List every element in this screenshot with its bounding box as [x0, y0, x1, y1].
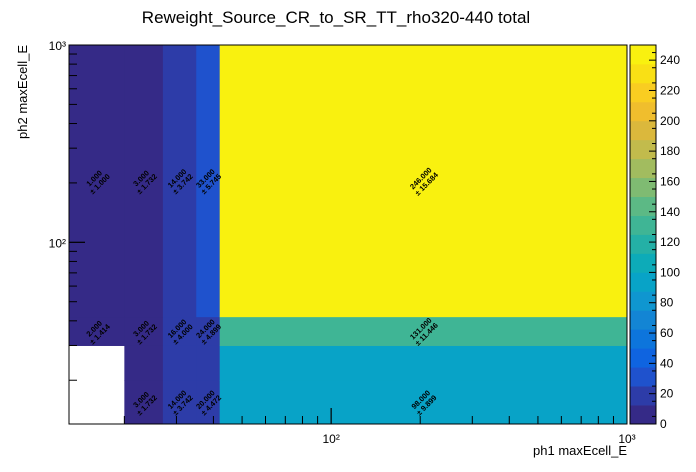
- heatmap-cell: [124, 45, 164, 318]
- colorbar-segment: [630, 101, 656, 122]
- y-tick-label: 10²: [49, 236, 66, 250]
- colorbar-tick-label: 160: [660, 174, 680, 188]
- colorbar-segment: [630, 234, 656, 254]
- heatmap-cell: [196, 316, 221, 346]
- heatmap-cell: [162, 316, 197, 346]
- colorbar-segment: [630, 253, 656, 273]
- colorbar-segment: [630, 386, 656, 406]
- colorbar-tick-label: 200: [660, 114, 680, 128]
- colorbar-tick-label: 60: [660, 326, 674, 340]
- heatmap-cell: [124, 345, 164, 381]
- heatmap-cell: [196, 45, 221, 318]
- colorbar-tick-label: 40: [660, 356, 674, 370]
- heatmap-cell: [162, 380, 197, 425]
- x-tick-label: 10²: [322, 432, 339, 446]
- plot-frame: [68, 44, 628, 425]
- colorbar-tick-label: 140: [660, 205, 680, 219]
- y-axis-label: ph2 maxEcell_E: [15, 45, 30, 139]
- colorbar-segment: [630, 348, 656, 368]
- colorbar-tick-label: 100: [660, 265, 680, 279]
- heatmap-cell: [196, 345, 221, 381]
- colorbar-segment: [630, 82, 656, 103]
- heatmap-cell: [124, 316, 164, 346]
- y-tick-label: 10³: [49, 39, 66, 53]
- chart-title: Reweight_Source_CR_to_SR_TT_rho320-440 t…: [142, 8, 530, 27]
- colorbar-tick-label: 220: [660, 83, 680, 97]
- colorbar-segment: [630, 329, 656, 349]
- colorbar-segment: [630, 177, 656, 197]
- axes: 10² 10³ 10² 10³: [49, 39, 636, 446]
- heatmap-cell: [219, 380, 628, 425]
- heatmap-cell: [124, 380, 164, 425]
- colorbar-segment: [630, 158, 656, 179]
- heatmap-cell: [219, 45, 628, 318]
- heatmap-cell: [219, 316, 628, 346]
- colorbar-segment: [630, 367, 656, 387]
- colorbar-segment: [630, 63, 656, 84]
- colorbar-tick-label: 80: [660, 296, 674, 310]
- colorbar-segment: [630, 272, 656, 292]
- colorbar: 0 20 40 60 80 100 120 140 160 180 200 220 240: [629, 44, 680, 431]
- heatmap-cells: [69, 45, 628, 425]
- x-axis-label: ph1 maxEcell_E: [533, 443, 627, 458]
- colorbar-tick-label: 240: [660, 53, 680, 67]
- colorbar-segment: [630, 196, 656, 216]
- colorbar-segment: [630, 291, 656, 311]
- heatmap-cell: [162, 345, 197, 381]
- colorbar-segment: [630, 310, 656, 330]
- x-tick-label: 10³: [618, 432, 635, 446]
- heatmap-cell: [219, 345, 628, 381]
- colorbar-segment: [630, 120, 656, 141]
- heatmap-cell: [69, 45, 125, 318]
- colorbar-tick-label: 180: [660, 144, 680, 158]
- colorbar-tick-label: 120: [660, 235, 680, 249]
- colorbar-tick-label: 0: [660, 417, 667, 431]
- heatmap-cell: [162, 45, 197, 318]
- colorbar-tick-label: 20: [660, 387, 674, 401]
- colorbar-segment: [630, 215, 656, 235]
- colorbar-segment: [630, 139, 656, 160]
- colorbar-segment: [630, 45, 656, 65]
- heatmap-cell: [196, 380, 221, 425]
- colorbar-segment: [630, 405, 656, 425]
- heatmap-cell: [69, 316, 125, 346]
